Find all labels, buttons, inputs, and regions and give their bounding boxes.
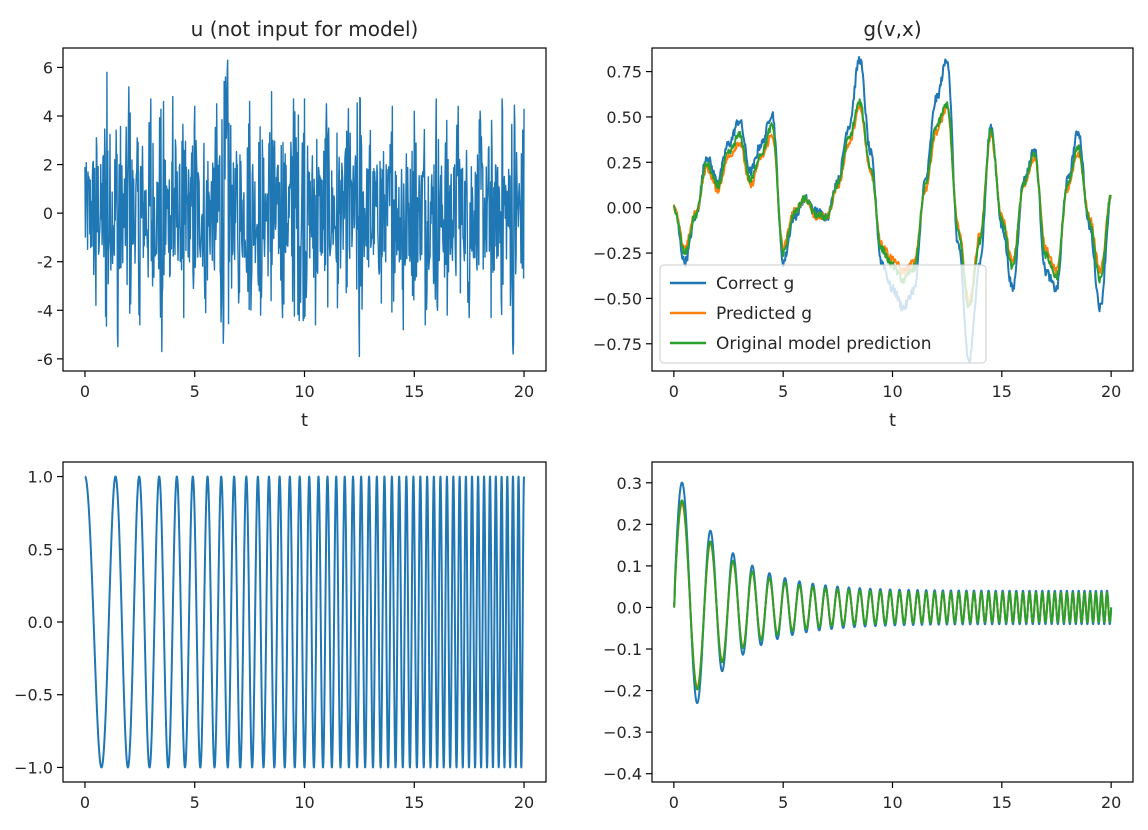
panel-g-function: g(v,x) t 0 5 10 15 20 −0.75 −0.50 −0.25 0.00 0.25 0.…	[593, 17, 1134, 431]
axes-frame	[651, 461, 1134, 783]
x-tick-label: 0	[80, 793, 90, 812]
y-tick-label: 2	[43, 156, 53, 175]
x-tick-label: 15	[992, 793, 1012, 812]
series-line-1	[672, 481, 1113, 705]
series-line-1	[84, 59, 525, 358]
y-tick-label: 0.0	[617, 598, 642, 617]
panel-title: g(v,x)	[863, 17, 921, 41]
legend-box	[659, 264, 987, 364]
x-tick-label: 20	[514, 382, 534, 401]
y-tick-label: -2	[37, 253, 53, 272]
series-line-3	[672, 499, 1113, 691]
panel-damped-response: 0 5 10 15 20 −0.4 −0.3 −0.2 −0.1 0.0 0.1 0.2 0.3	[603, 461, 1134, 812]
x-tick-label: 10	[882, 793, 902, 812]
y-tick-label: 0.0	[28, 613, 53, 632]
legend-label: Original model prediction	[716, 334, 932, 354]
x-tick-label: 5	[778, 382, 788, 401]
y-tick-label: −0.75	[593, 335, 642, 354]
series-line-1	[84, 475, 526, 769]
x-tick-label: 10	[294, 382, 314, 401]
x-tick-label: 5	[190, 793, 200, 812]
y-tick-label: −0.25	[593, 244, 642, 263]
series-line-original-model-prediction	[672, 98, 1113, 309]
y-tick-label: −0.1	[603, 640, 642, 659]
y-tick-label: 0.5	[28, 540, 53, 559]
y-tick-label: 0.75	[606, 63, 642, 82]
y-tick-label: −0.2	[603, 682, 642, 701]
legend-label: Predicted g	[716, 304, 812, 324]
x-tick-label: 0	[80, 382, 90, 401]
y-tick-label: −0.5	[14, 686, 53, 705]
x-tick-label: 5	[190, 382, 200, 401]
panel-chirp: 0 5 10 15 20 −1.0 −0.5 0.0 0.5 1.0	[14, 461, 547, 812]
axes-frame	[62, 461, 547, 783]
y-tick-label: 0.2	[617, 515, 642, 534]
series-line-2	[672, 502, 1113, 688]
y-tick-label: −0.4	[603, 765, 642, 784]
x-tick-label: 0	[669, 382, 679, 401]
x-tick-label: 0	[669, 793, 679, 812]
y-tick-label: 6	[43, 58, 53, 77]
y-tick-label: 0.25	[606, 153, 642, 172]
y-tick-label: -4	[37, 301, 53, 320]
panel-u-signal: u (not input for model) t 0 5 10 15 20 -6 -4 -2 0 2…	[37, 17, 547, 431]
legend-label: Correct g	[716, 274, 794, 294]
y-tick-label: 0.1	[617, 557, 642, 576]
y-tick-label: 0	[43, 204, 53, 223]
x-tick-label: 20	[1101, 382, 1121, 401]
x-tick-label: 20	[514, 793, 534, 812]
axes-frame	[651, 47, 1134, 372]
x-tick-label: 20	[1101, 793, 1121, 812]
y-tick-label: −0.50	[593, 289, 642, 308]
y-tick-label: −0.3	[603, 723, 642, 742]
x-axis-label: t	[889, 410, 896, 431]
y-tick-label: −1.0	[14, 758, 53, 777]
y-tick-label: 0.00	[606, 199, 642, 218]
y-tick-label: 1.0	[28, 468, 53, 487]
x-axis-label: t	[301, 410, 308, 431]
x-tick-label: 15	[992, 382, 1012, 401]
y-tick-label: 0.50	[606, 108, 642, 127]
x-tick-label: 15	[404, 382, 424, 401]
y-tick-label: -6	[37, 350, 53, 369]
x-tick-label: 10	[882, 382, 902, 401]
x-tick-label: 15	[404, 793, 424, 812]
axes-frame	[62, 47, 547, 372]
panel-title: u (not input for model)	[191, 17, 419, 41]
y-tick-label: 4	[43, 107, 53, 126]
y-tick-label: 0.3	[617, 474, 642, 493]
x-tick-label: 10	[294, 793, 314, 812]
x-tick-label: 5	[778, 793, 788, 812]
